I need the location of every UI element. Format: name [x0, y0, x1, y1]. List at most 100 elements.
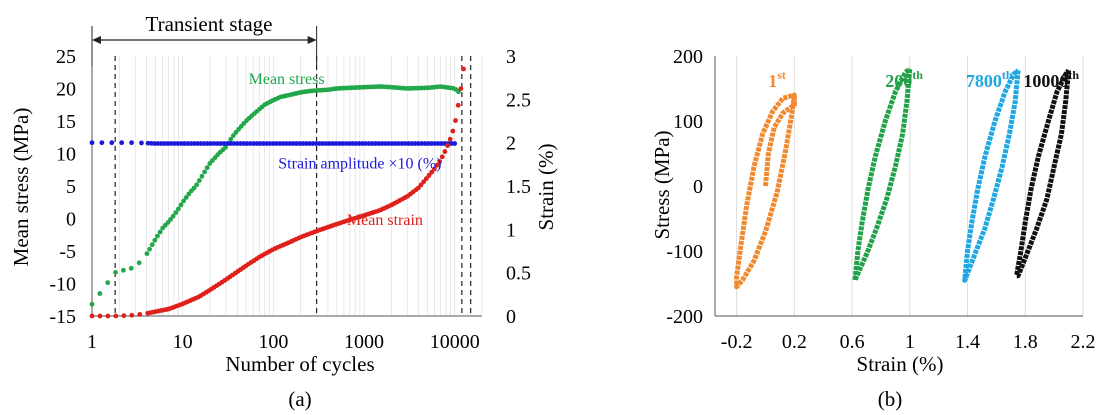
series-point-1 — [172, 141, 177, 146]
series-point-1 — [284, 141, 289, 146]
series-point-1 — [139, 140, 144, 146]
x-tick-label: 10 — [173, 331, 193, 353]
stage-arrow-head-left — [92, 36, 101, 44]
y-tick-label-left: 25 — [56, 46, 76, 68]
series-point-1 — [353, 141, 359, 146]
series-point-2 — [105, 313, 111, 319]
loop-label-1: 200th — [885, 68, 923, 91]
series-point-1 — [261, 141, 266, 146]
series-point-2 — [121, 313, 127, 319]
y-tick-label-right: 2.5 — [506, 89, 531, 111]
series-point-1 — [129, 140, 134, 146]
series-point-1 — [244, 141, 250, 146]
hysteresis-loop-3 — [1014, 68, 1072, 279]
series-point-1 — [363, 141, 369, 146]
series-point-0 — [223, 145, 228, 150]
series-point-1 — [277, 141, 283, 146]
y-tick-label-left: -15 — [49, 306, 76, 328]
series-point-1 — [119, 140, 125, 146]
series-point-1 — [449, 141, 454, 146]
series-point-1 — [317, 141, 322, 146]
series-point-1 — [165, 141, 171, 146]
series-point-1 — [178, 141, 184, 146]
series-point-1 — [402, 141, 408, 146]
series-point-1 — [359, 141, 365, 146]
series-point-0 — [178, 202, 184, 208]
series-point-1 — [389, 141, 395, 146]
y-tick-label-left: 5 — [66, 176, 76, 198]
series-point-1 — [152, 141, 158, 146]
chart-b-ylabel: Stress (MPa) — [650, 130, 674, 239]
series-point-1 — [155, 141, 161, 146]
y-tick-label-right: 0 — [506, 306, 516, 328]
series-point-1 — [205, 141, 210, 146]
series-point-0 — [194, 182, 200, 188]
x-tick-label: 1.4 — [955, 331, 980, 353]
series-point-1 — [89, 140, 95, 146]
series-point-1 — [376, 141, 382, 146]
series-point-1 — [422, 141, 428, 146]
series-point-1 — [264, 141, 270, 146]
chart-b-caption: (b) — [878, 387, 903, 411]
series-point-1 — [419, 141, 425, 146]
series-point-2 — [429, 169, 435, 175]
series-point-1 — [201, 141, 207, 146]
series-point-0 — [230, 133, 236, 138]
series-point-1 — [386, 141, 392, 146]
series-point-1 — [287, 141, 293, 146]
series-point-1 — [350, 141, 355, 146]
series-point-1 — [185, 141, 191, 146]
series-point-1 — [412, 141, 418, 146]
series-point-1 — [307, 141, 313, 146]
series-point-0 — [89, 301, 95, 307]
loop-label-3: 10000th — [1023, 68, 1079, 91]
x-tick-label: 0.6 — [840, 331, 865, 353]
series-point-1 — [369, 141, 375, 146]
chart-a-ylabel-left: Mean stress (MPa) — [9, 108, 33, 267]
series-point-2 — [447, 136, 453, 142]
series-point-2 — [434, 162, 440, 168]
series-point-1 — [228, 141, 233, 146]
series-point-2 — [431, 166, 437, 172]
series-point-0 — [149, 242, 155, 248]
series-point-1 — [158, 141, 164, 146]
series-point-0 — [147, 246, 152, 252]
series-point-1 — [340, 141, 345, 146]
chart-a-ylabel-right: Strain (%) — [534, 144, 558, 231]
x-tick-label: 10000 — [430, 331, 480, 353]
series-point-0 — [170, 213, 176, 219]
y-tick-label-right: 2 — [506, 133, 516, 155]
series-point-2 — [455, 102, 461, 108]
chart-a-xlabel: Number of cycles — [225, 352, 374, 376]
chart-a: Transient stage Mean stress (MPa) Strain… — [9, 12, 558, 411]
series-point-1 — [198, 141, 204, 146]
series-point-1 — [237, 141, 243, 146]
x-tick-label: 2.2 — [1071, 331, 1096, 353]
series-point-0 — [191, 185, 197, 191]
series-point-1 — [195, 141, 200, 146]
series-point-1 — [175, 141, 181, 146]
y-tick-label: 0 — [693, 176, 703, 198]
series-point-2 — [418, 182, 424, 188]
series-point-1 — [214, 141, 220, 146]
series-point-0 — [136, 260, 142, 266]
series-point-0 — [175, 206, 181, 212]
series-point-1 — [439, 141, 444, 146]
series-point-1 — [366, 141, 372, 146]
series-point-1 — [208, 141, 214, 146]
series-point-1 — [327, 141, 332, 146]
series-point-0 — [128, 265, 134, 271]
series-point-2 — [442, 149, 448, 154]
series-point-0 — [105, 280, 111, 286]
series-point-2 — [113, 313, 119, 319]
series-point-1 — [406, 141, 411, 146]
series-point-1 — [303, 141, 309, 146]
series-point-2 — [450, 128, 456, 134]
series-point-1 — [218, 141, 223, 146]
series-label: Strain amplitude ×10 (%) — [278, 156, 441, 173]
series-point-1 — [425, 141, 431, 146]
chart-a-caption: (a) — [288, 387, 311, 411]
x-tick-label: -0.2 — [721, 331, 753, 353]
y-tick-label-left: 10 — [56, 144, 76, 166]
